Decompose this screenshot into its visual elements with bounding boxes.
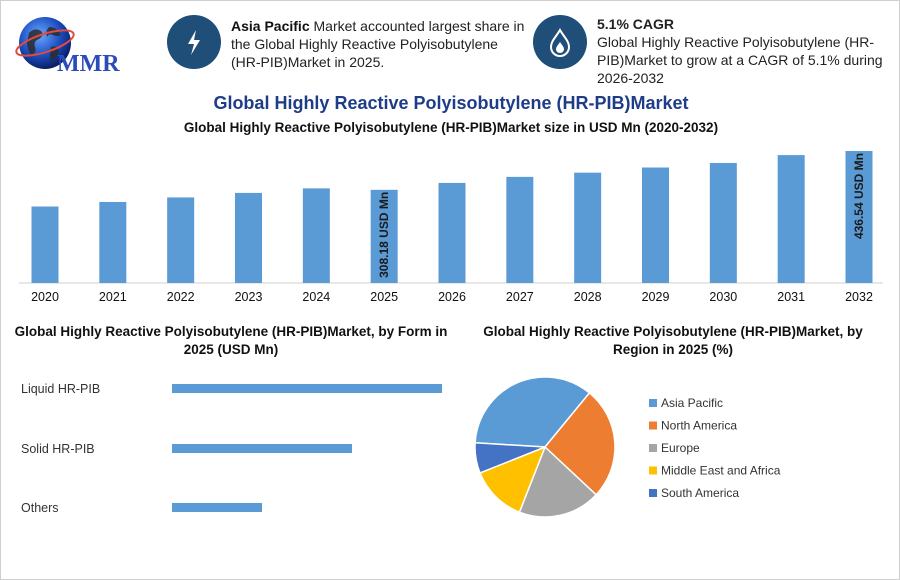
legend-swatch [649,489,657,497]
form-bar-0 [172,384,442,393]
x-tick-label: 2031 [777,290,805,304]
form-chart-title: Global Highly Reactive Polyisobutylene (… [14,324,448,357]
data-label-2032: 436.54 USD Mn [852,153,866,239]
x-tick-label: 2025 [370,290,398,304]
legend-swatch [649,466,657,475]
legend-label: Middle East and Africa [661,464,781,478]
market-size-bar-chart: 2020 2021 2022 2023 2024 2025 308.18 USD Mn 202… [19,151,883,304]
bar-2022 [167,197,195,283]
card-cagr: 5.1% CAGR Global Highly Reactive Polyisob… [597,15,887,87]
x-tick-label: 2023 [235,290,263,304]
lightning-icon [167,15,221,69]
region-pie-chart: Asia Pacific North America Europe Middle Ea… [474,376,781,518]
x-tick-label: 2021 [99,290,127,304]
globe-icon [15,17,75,69]
region-chart-title: Global Highly Reactive Polyisobutylene (… [483,324,863,357]
card2-heading: 5.1% CAGR [597,16,675,32]
form-category-label: Solid HR-PIB [21,442,95,456]
form-bar-chart: Liquid HR-PIB Solid HR-PIB Others [21,382,442,515]
legend-swatch [649,444,657,452]
bar-2030 [709,162,737,283]
x-tick-label: 2022 [167,290,195,304]
bar-2032 [845,151,873,283]
form-category-label: Liquid HR-PIB [21,382,100,396]
bar-2021 [99,201,127,283]
bar-2024 [302,188,330,283]
card-asia-pacific: Asia Pacific Market accounted largest sh… [231,17,526,71]
legend-swatch [649,421,657,430]
x-tick-label: 2032 [845,290,873,304]
bar-2025 [370,189,398,283]
pie-slice-4 [474,442,546,474]
form-bar-1 [172,444,352,453]
x-tick-label: 2024 [302,290,330,304]
form-bar-2 [172,503,262,512]
x-tick-label: 2030 [709,290,737,304]
pie-slice-0 [474,376,591,448]
x-tick-label: 2028 [574,290,602,304]
x-tick-label: 2020 [31,290,59,304]
main-title: Global Highly Reactive Polyisobutylene (… [213,93,689,113]
x-tick-label: 2027 [506,290,534,304]
logo: MMR [15,13,145,79]
bar-2028 [574,172,602,283]
legend-label: Asia Pacific [661,396,723,410]
bar-2029 [642,167,669,283]
bar-2023 [235,192,262,283]
bar-chart-title: Global Highly Reactive Polyisobutylene (… [183,120,719,135]
bar-2027 [506,176,534,283]
bar-2026 [438,182,466,283]
legend-label: North America [661,419,737,433]
form-category-label: Others [21,501,59,515]
legend-label: Europe [661,441,700,455]
card2-body: Global Highly Reactive Polyisobutylene (… [597,34,883,86]
logo-text: MMR [57,51,120,77]
card1-highlight: Asia Pacific [231,18,310,34]
data-label-2025: 308.18 USD Mn [377,192,391,278]
flame-drop-icon [533,15,587,69]
x-tick-label: 2029 [642,290,670,304]
bar-2031 [777,155,805,283]
card1-body: Market accounted largest share in the Gl… [231,18,525,70]
legend-swatch [649,399,657,407]
bar-2020 [31,206,59,283]
pie-slice-1 [543,391,616,496]
pie-slice-3 [479,445,547,514]
x-tick-label: 2026 [438,290,466,304]
legend-label: South America [661,486,739,500]
